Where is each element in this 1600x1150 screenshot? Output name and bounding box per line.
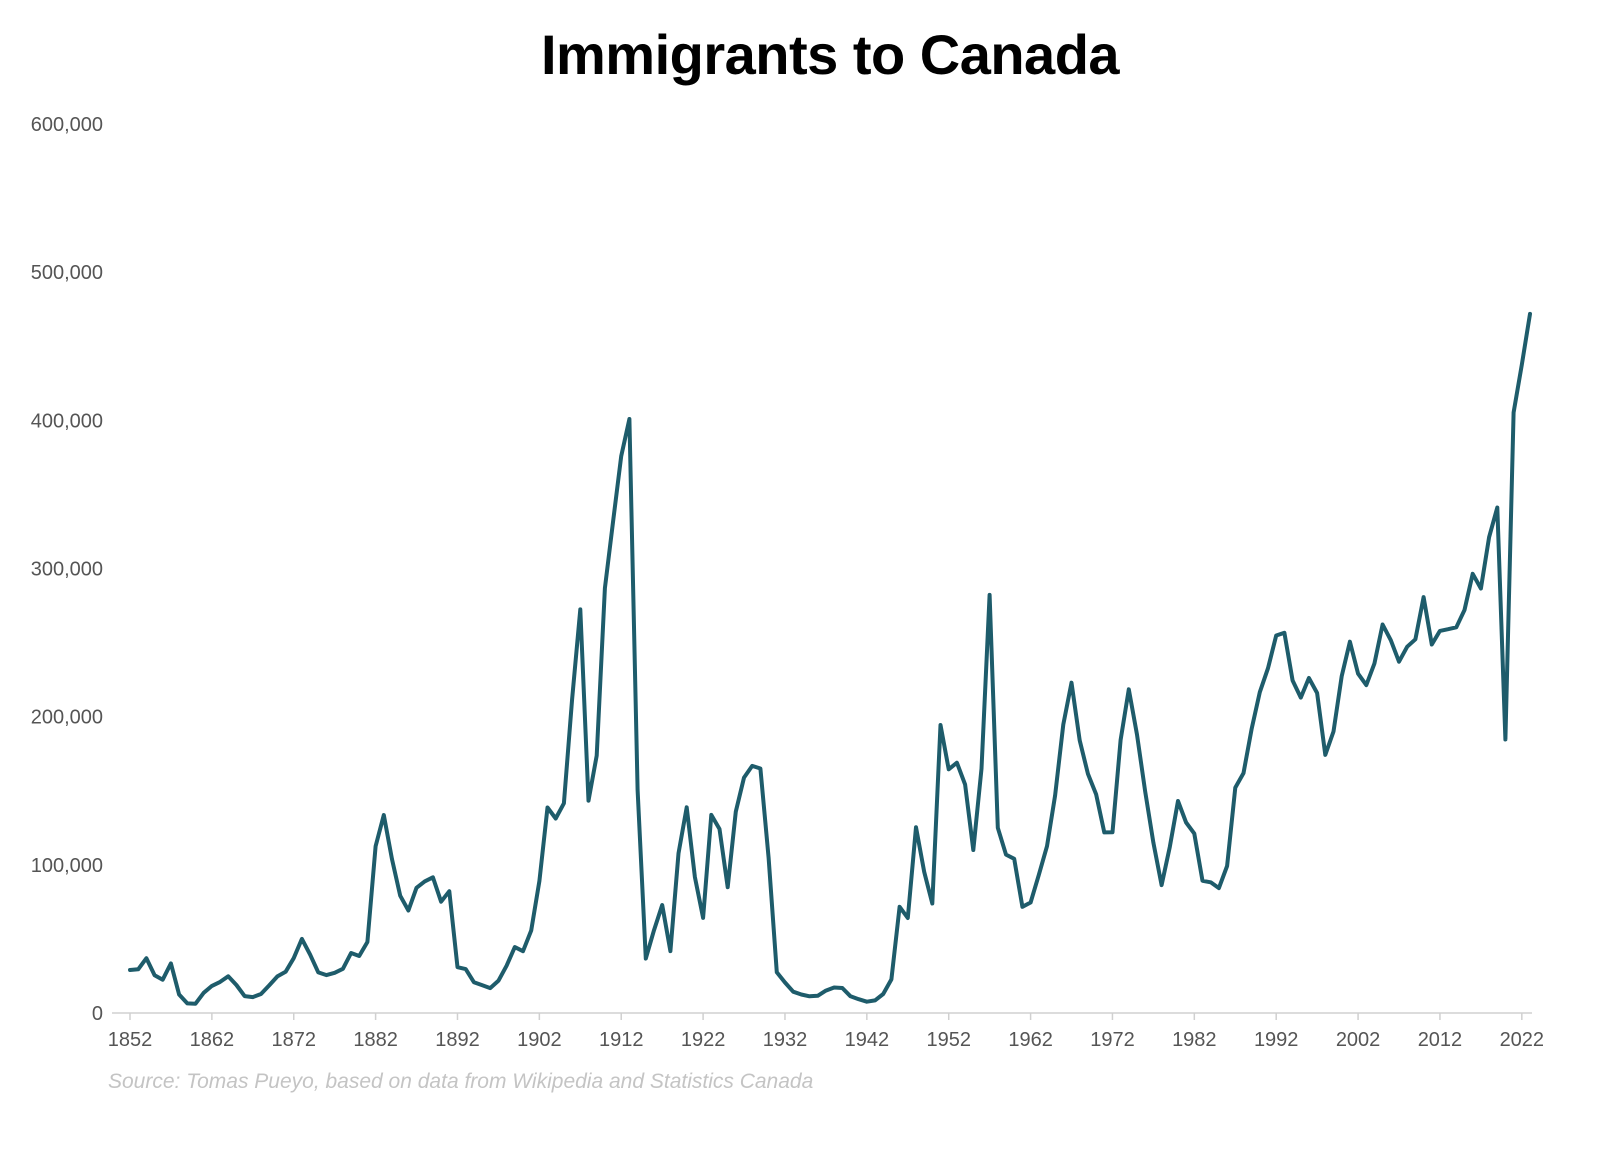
x-tick-label: 2022 bbox=[1500, 1029, 1545, 1051]
x-tick-label: 1952 bbox=[926, 1029, 971, 1051]
x-tick-label: 1912 bbox=[599, 1029, 644, 1051]
series-line bbox=[128, 311, 1532, 1006]
x-tick-label: 1932 bbox=[763, 1029, 808, 1051]
y-tick-label: 200,000 bbox=[31, 707, 103, 729]
x-tick-label: 1902 bbox=[517, 1029, 562, 1051]
x-tick-label: 1862 bbox=[190, 1029, 235, 1051]
y-tick-label: 600,000 bbox=[31, 114, 103, 136]
y-tick-label: 300,000 bbox=[31, 559, 103, 581]
x-tick-label: 1982 bbox=[1172, 1029, 1217, 1051]
x-tick-label: 1992 bbox=[1254, 1029, 1299, 1051]
series-group bbox=[128, 311, 1532, 1006]
x-axis-ticks: 1852 1862 1872 1882 1892 1902 1912 1922 1932 1942… bbox=[108, 1013, 1544, 1051]
x-tick-label: 2012 bbox=[1418, 1029, 1463, 1051]
y-tick-label: 0 bbox=[92, 1003, 103, 1025]
chart-title: Immigrants to Canada bbox=[540, 23, 1120, 86]
x-tick-label: 1852 bbox=[108, 1029, 153, 1051]
y-tick-label: 400,000 bbox=[31, 410, 103, 432]
x-tick-label: 1942 bbox=[845, 1029, 890, 1051]
y-axis-ticks: 0 100,000 200,000 300,000 400,000 500,000 600,… bbox=[31, 114, 103, 1025]
x-tick-label: 1882 bbox=[353, 1029, 398, 1051]
y-tick-label: 500,000 bbox=[31, 262, 103, 284]
x-tick-label: 1972 bbox=[1090, 1029, 1135, 1051]
x-tick-label: 1922 bbox=[681, 1029, 726, 1051]
source-note: Source: Tomas Pueyo, based on data from … bbox=[108, 1070, 814, 1093]
x-tick-label: 2002 bbox=[1336, 1029, 1381, 1051]
x-tick-label: 1872 bbox=[271, 1029, 316, 1051]
y-tick-label: 100,000 bbox=[31, 855, 103, 877]
x-tick-label: 1892 bbox=[435, 1029, 480, 1051]
x-tick-label: 1962 bbox=[1008, 1029, 1053, 1051]
